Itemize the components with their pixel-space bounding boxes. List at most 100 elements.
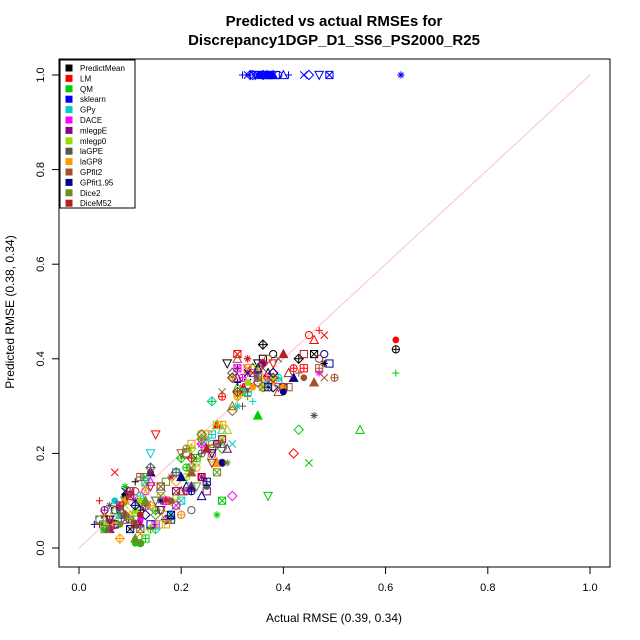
legend-swatch [65, 126, 73, 134]
data-point [110, 468, 119, 477]
data-point [203, 478, 211, 486]
data-point [295, 369, 303, 377]
data-point [269, 349, 278, 359]
data-point [206, 458, 217, 469]
data-point [309, 376, 320, 387]
data-point [170, 500, 182, 511]
data-point [330, 374, 339, 382]
legend-label: sklearn [80, 95, 106, 104]
data-point [253, 378, 262, 387]
data-point [198, 473, 206, 481]
x-tick-label: 0.0 [71, 582, 86, 594]
data-point [161, 477, 170, 486]
legend-swatch [65, 168, 73, 176]
series-group [95, 383, 267, 547]
data-point [226, 372, 238, 384]
reference-line [78, 74, 591, 549]
data-point [182, 445, 190, 453]
series-group [100, 364, 277, 535]
data-point [187, 487, 196, 495]
x-tick-label: 0.2 [174, 582, 189, 594]
data-point [206, 452, 218, 464]
data-point [152, 520, 160, 528]
data-point [131, 520, 140, 529]
data-point [218, 387, 227, 396]
y-tick-label: 0.0 [35, 540, 47, 555]
x-tick-label: 0.8 [480, 582, 495, 594]
data-point [300, 374, 308, 382]
data-point [227, 400, 238, 411]
series-group [101, 369, 400, 548]
data-point [217, 424, 228, 434]
legend-label: GPy [80, 106, 96, 115]
data-point [325, 359, 334, 368]
data-point [232, 386, 243, 398]
data-point [392, 336, 400, 344]
data-point [223, 459, 231, 467]
data-point [259, 364, 267, 373]
data-point [288, 448, 299, 459]
data-point [121, 482, 129, 491]
data-point [141, 501, 150, 510]
legend-label: Dice2 [80, 189, 101, 198]
legend-swatch [65, 137, 73, 145]
data-point [233, 378, 242, 387]
chart-title-line-1: Predicted vs actual RMSEs for [226, 13, 443, 30]
data-point [314, 70, 325, 81]
data-point [274, 70, 283, 80]
data-point [315, 364, 323, 372]
data-point [198, 449, 206, 457]
data-point [114, 533, 126, 544]
y-tick-label: 0.8 [35, 162, 47, 177]
data-point [176, 485, 187, 496]
data-point [186, 466, 197, 477]
data-point [176, 471, 187, 482]
data-point [217, 438, 228, 449]
data-point [228, 439, 237, 448]
data-point [207, 439, 216, 449]
data-point [196, 433, 207, 445]
legend-swatch [65, 64, 73, 72]
data-point [259, 383, 267, 392]
data-point [284, 71, 293, 79]
data-point [136, 511, 144, 519]
y-axis-label: Predicted RMSE (0.38, 0.34) [3, 235, 17, 388]
data-point [315, 369, 323, 377]
legend-label: GPfit2 [80, 168, 103, 177]
data-point [131, 478, 139, 486]
data-point [300, 364, 308, 372]
legend-swatch [65, 106, 73, 114]
data-point [217, 496, 227, 505]
data-point [284, 383, 293, 392]
data-point [150, 430, 161, 440]
legend-swatch [65, 189, 73, 197]
data-point [125, 487, 136, 497]
data-point [392, 345, 400, 353]
legend-swatch [65, 199, 73, 207]
legend-swatch [65, 74, 73, 82]
y-tick-label: 1.0 [35, 67, 47, 82]
data-point [166, 510, 176, 519]
legend-label: PredictMean [80, 64, 125, 73]
data-point [100, 520, 109, 528]
data-point [244, 355, 252, 363]
data-point [222, 443, 233, 453]
data-point [320, 349, 329, 359]
x-tick-label: 0.6 [378, 582, 393, 594]
data-point [226, 490, 238, 502]
data-point [218, 393, 226, 401]
data-point [176, 449, 187, 459]
data-point [196, 490, 207, 501]
data-point [309, 334, 320, 344]
data-point [293, 353, 305, 365]
data-point [186, 452, 197, 464]
data-point [130, 533, 141, 543]
data-point [167, 516, 175, 524]
data-point [392, 369, 400, 377]
data-point [249, 397, 257, 405]
data-point [283, 367, 294, 378]
data-point [192, 463, 201, 472]
data-point [233, 402, 242, 410]
